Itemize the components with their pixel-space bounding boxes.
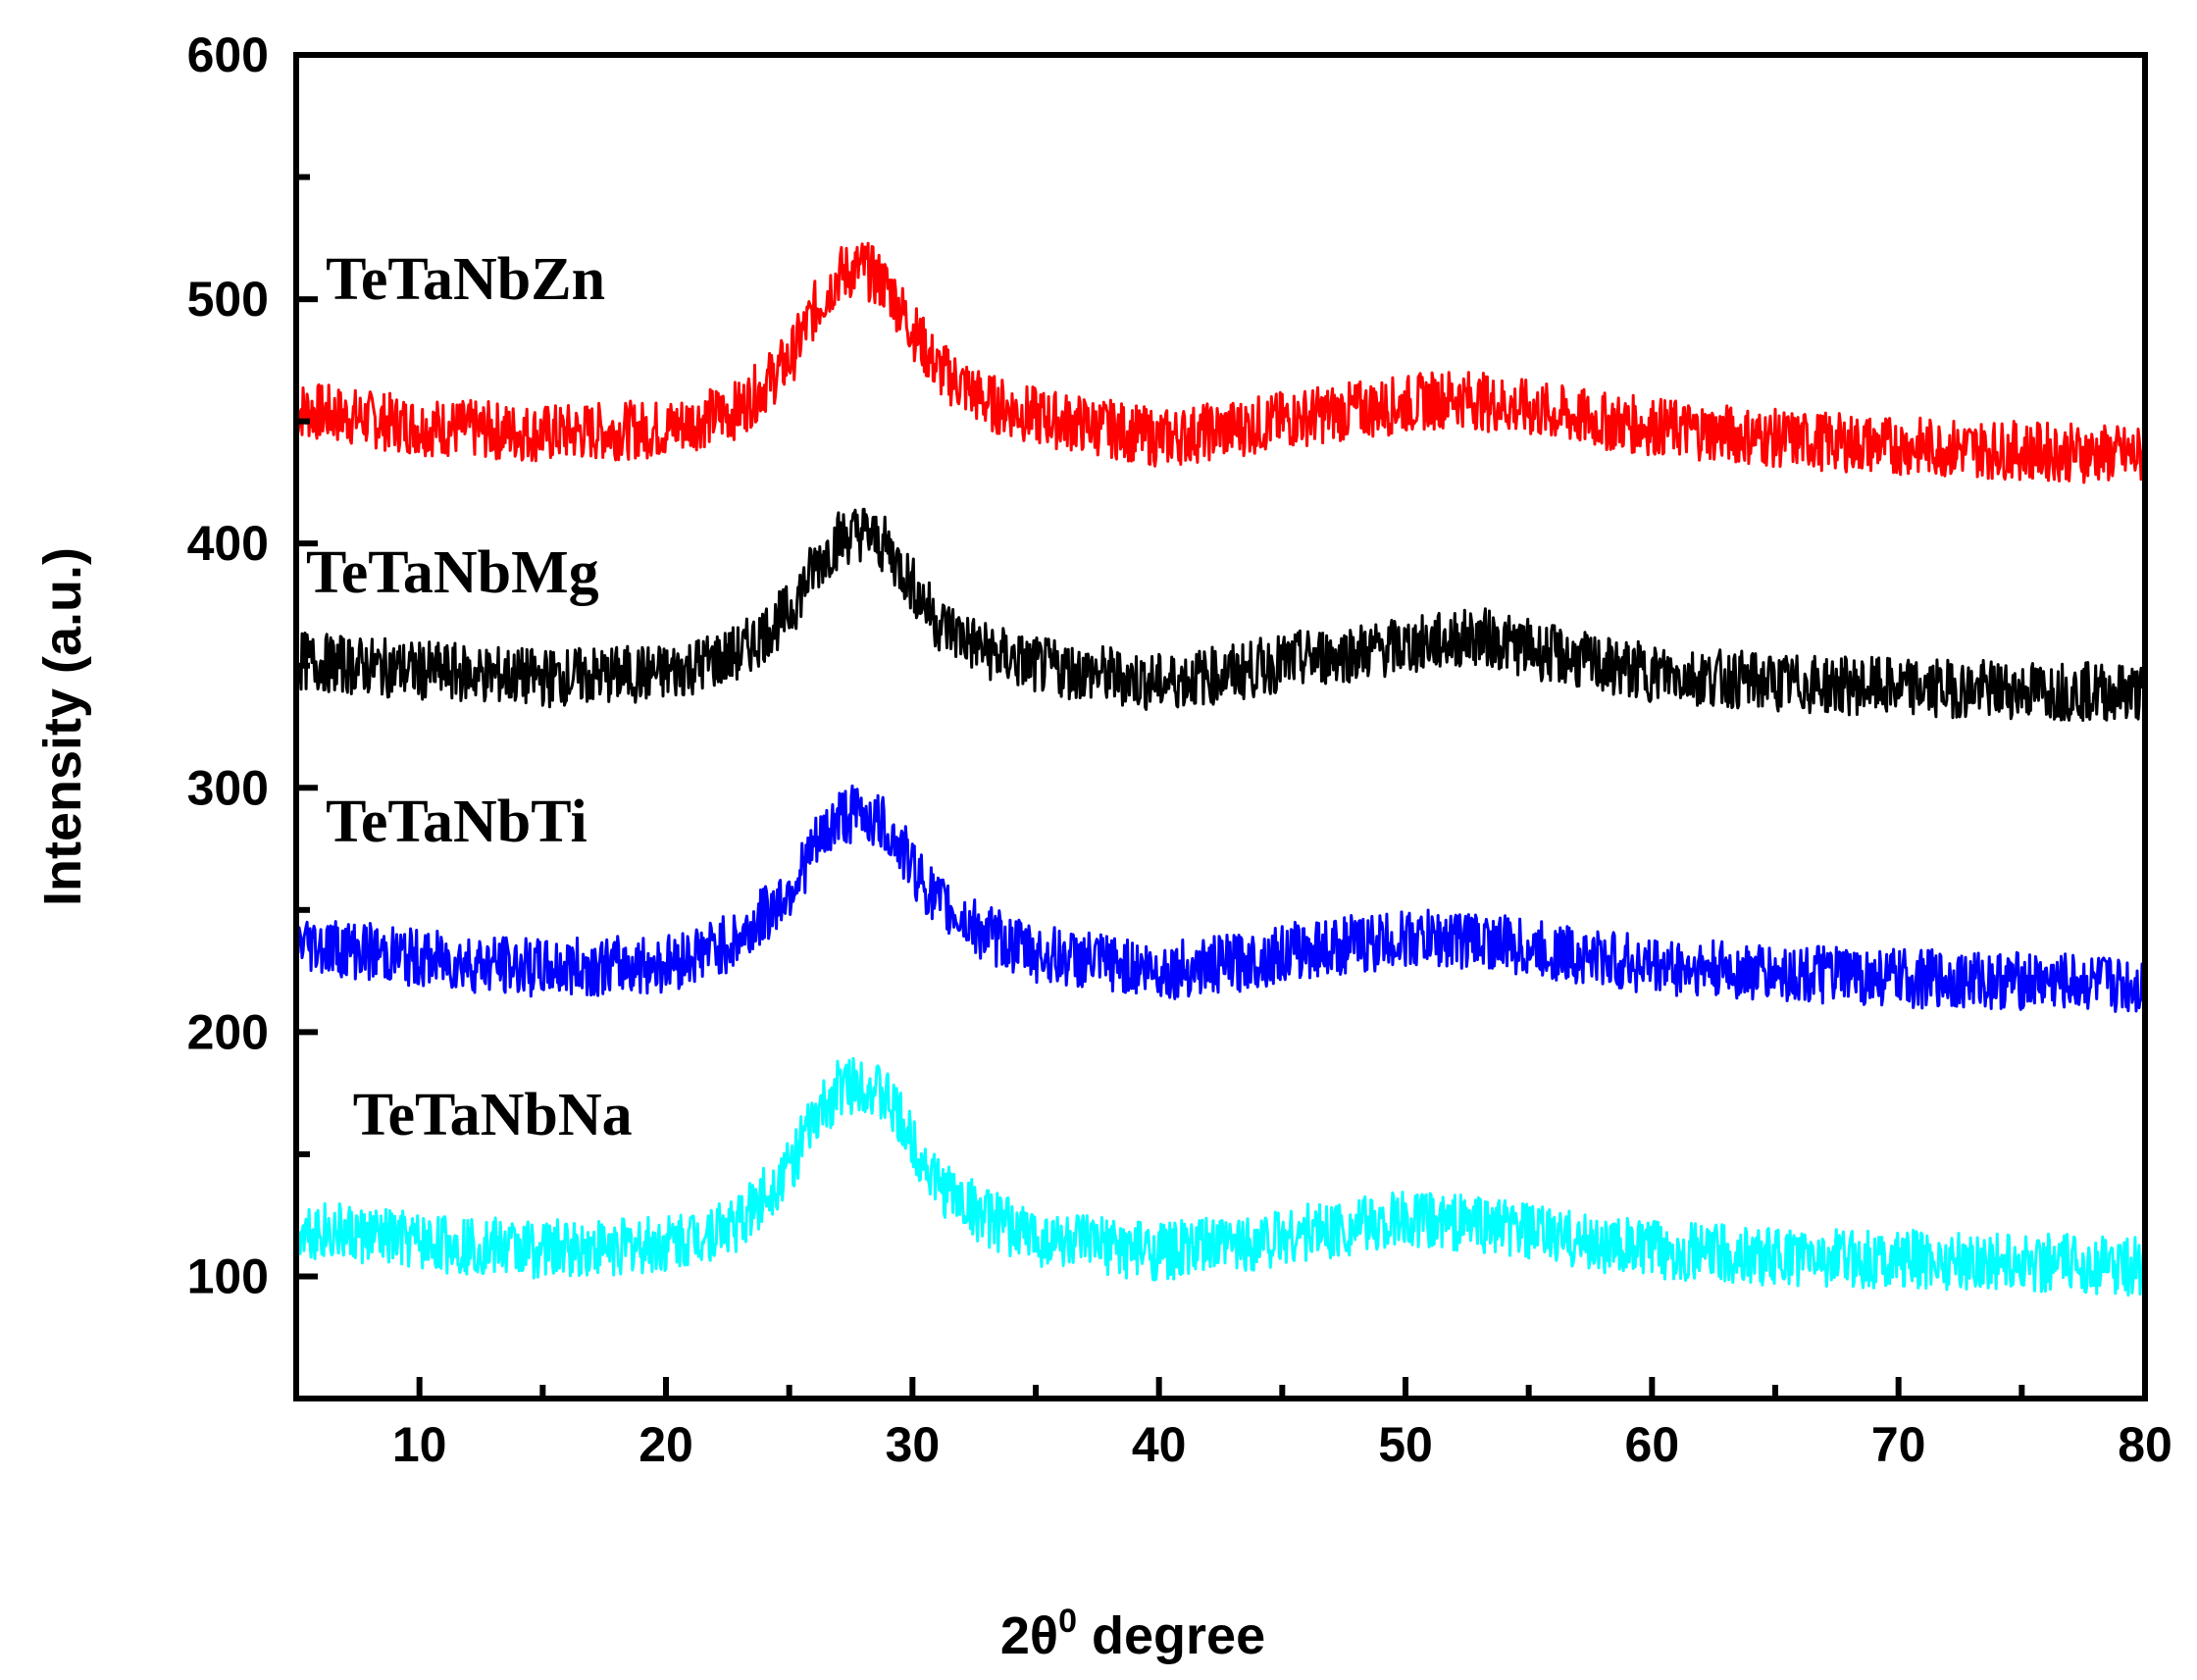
x-axis-label-unit: degree: [1077, 1606, 1265, 1665]
tick-labels: 10 20 30 40 50 60 70 80 100 200 300 400 500 600: [187, 27, 2172, 1472]
x-tick-label: 30: [886, 1417, 941, 1472]
x-axis-label-symbol: 2θ: [1000, 1606, 1058, 1665]
series-line-3: [294, 1056, 2147, 1297]
x-axis-label-superscript: 0: [1058, 1603, 1077, 1640]
x-tick-label: 10: [392, 1417, 447, 1472]
traces: [294, 241, 2147, 1297]
y-tick-label: 200: [187, 1004, 269, 1059]
y-axis-label: Intensity (a.u.): [33, 547, 92, 906]
y-tick-label: 600: [187, 27, 269, 82]
series-line-2: [294, 784, 2147, 1013]
x-axis-label: 2θ0 degree: [1000, 1603, 1265, 1665]
x-tick-label: 70: [1871, 1417, 1926, 1472]
y-tick-label: 500: [187, 272, 269, 327]
series-labels: TeTaNbZn TeTaNbMg TeTaNbTi TeTaNbNa: [306, 246, 633, 1148]
axis-ticks: [293, 52, 2148, 1401]
x-tick-label: 50: [1378, 1417, 1433, 1472]
series-line-0: [294, 241, 2147, 484]
y-tick-label: 400: [187, 516, 269, 571]
plot-frame: [293, 52, 2148, 1401]
series-line-1: [294, 507, 2147, 722]
series-label-3: TeTaNbNa: [353, 1082, 633, 1148]
series-label-2: TeTaNbTi: [326, 789, 588, 855]
x-tick-label: 40: [1132, 1417, 1187, 1472]
series-label-1: TeTaNbMg: [306, 539, 599, 606]
y-tick-label: 100: [187, 1248, 269, 1303]
x-tick-label: 60: [1625, 1417, 1680, 1472]
series-label-0: TeTaNbZn: [326, 246, 605, 313]
x-tick-label: 20: [639, 1417, 693, 1472]
y-tick-label: 300: [187, 760, 269, 815]
x-tick-label: 80: [2118, 1417, 2172, 1472]
